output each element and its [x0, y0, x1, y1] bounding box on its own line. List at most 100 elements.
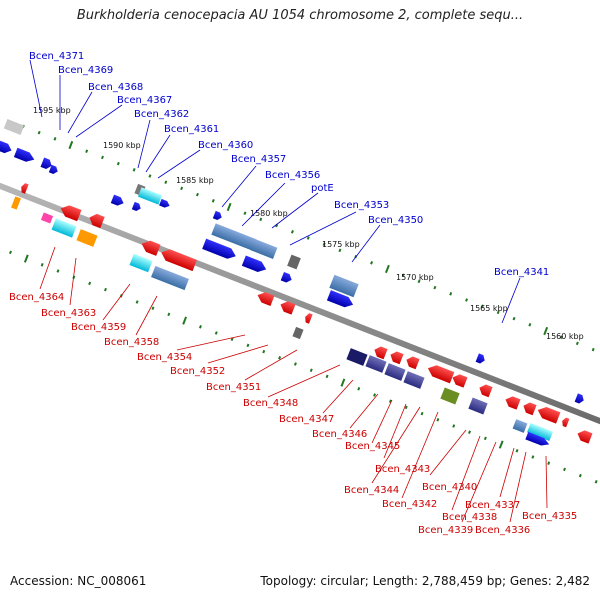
gene-feature-navy[interactable]	[346, 348, 368, 366]
gene-feature[interactable]	[19, 182, 29, 194]
gene-feature[interactable]	[574, 393, 586, 404]
label-leader-line	[137, 119, 151, 169]
gene-feature[interactable]	[404, 355, 420, 370]
gene-feature-cyan[interactable]	[527, 422, 553, 442]
label-leader-line	[545, 455, 548, 509]
gene-label-minus[interactable]: Bcen_4336	[475, 525, 530, 536]
label-leader-line	[499, 447, 515, 498]
gene-feature-orange[interactable]	[11, 196, 21, 210]
gene-feature[interactable]	[503, 394, 521, 410]
gene-feature[interactable]	[59, 203, 82, 222]
gene-feature[interactable]	[202, 238, 238, 262]
gene-feature-navy[interactable]	[468, 397, 488, 415]
gene-feature[interactable]	[159, 198, 171, 209]
gene-feature[interactable]	[40, 157, 54, 171]
gene-feature-pink[interactable]	[40, 212, 54, 224]
accession-text: Accession: NC_008061	[10, 574, 147, 588]
gene-feature-cyan[interactable]	[51, 218, 77, 238]
gene-label-minus[interactable]: Bcen_4348	[243, 398, 298, 409]
gene-label-minus[interactable]: Bcen_4346	[312, 429, 367, 440]
gene-label-minus[interactable]: Bcen_4342	[382, 499, 437, 510]
gene-feature-steel[interactable]	[211, 223, 257, 251]
gene-label-minus[interactable]: Bcen_4358	[104, 337, 159, 348]
gene-feature[interactable]	[256, 290, 275, 307]
gene-label-minus[interactable]: Bcen_4364	[9, 292, 64, 303]
gene-feature-grey[interactable]	[287, 254, 301, 270]
kbp-label: 1565 kbp	[470, 304, 508, 313]
gene-feature[interactable]	[525, 431, 550, 448]
gene-label-minus[interactable]: Bcen_4340	[422, 482, 477, 493]
gene-feature[interactable]	[450, 372, 468, 388]
gene-label-minus[interactable]: Bcen_4335	[522, 511, 577, 522]
label-leader-line	[349, 393, 379, 429]
gene-feature-steel[interactable]	[512, 419, 528, 433]
gene-feature[interactable]	[278, 299, 296, 315]
gene-label-minus[interactable]: Bcen_4351	[206, 382, 261, 393]
gene-feature-orange[interactable]	[76, 229, 98, 247]
gene-feature[interactable]	[561, 417, 570, 428]
gene-label-minus[interactable]: Bcen_4339	[418, 525, 473, 536]
gene-label-minus[interactable]: Bcen_4343	[375, 464, 430, 475]
gene-label-minus[interactable]: Bcen_4363	[41, 308, 96, 319]
gene-feature[interactable]	[280, 271, 294, 284]
gene-feature[interactable]	[212, 210, 223, 221]
gene-feature-grey[interactable]	[292, 326, 304, 340]
gene-label-plus[interactable]: Bcen_4341	[494, 267, 549, 278]
gene-feature-navy[interactable]	[384, 363, 406, 381]
gene-feature-grey[interactable]	[3, 119, 25, 135]
gene-label-minus[interactable]: Bcen_4347	[279, 414, 334, 425]
gene-feature[interactable]	[87, 212, 105, 229]
gene-feature[interactable]	[426, 363, 455, 384]
gene-feature[interactable]	[139, 238, 161, 256]
gene-label-plus[interactable]: Bcen_4368	[88, 82, 143, 93]
gene-label-minus[interactable]: Bcen_4345	[345, 441, 400, 452]
gene-feature-steel[interactable]	[250, 239, 278, 259]
gene-label-minus[interactable]: Bcen_4344	[344, 485, 399, 496]
gene-label-plus[interactable]: Bcen_4367	[117, 95, 172, 106]
gene-label-plus[interactable]: Bcen_4357	[231, 154, 286, 165]
gene-label-minus[interactable]: Bcen_4338	[442, 512, 497, 523]
gene-feature-steel[interactable]	[329, 274, 359, 298]
label-leader-line	[69, 257, 77, 306]
gene-feature[interactable]	[536, 404, 561, 424]
gene-label-plus[interactable]: Bcen_4361	[164, 124, 219, 135]
gene-feature[interactable]	[372, 345, 388, 360]
gene-feature[interactable]	[48, 164, 59, 175]
gene-label-minus[interactable]: Bcen_4337	[465, 500, 520, 511]
gene-label-plus[interactable]: Bcen_4371	[29, 51, 84, 62]
gene-label-plus[interactable]: Bcen_4350	[368, 215, 423, 226]
gene-feature-cyan[interactable]	[137, 187, 163, 205]
gene-label-plus[interactable]: potE	[311, 183, 334, 194]
label-leader-line	[207, 344, 269, 364]
gene-label-minus[interactable]: Bcen_4359	[71, 322, 126, 333]
gene-label-plus[interactable]: Bcen_4369	[58, 65, 113, 76]
gene-feature[interactable]	[477, 383, 493, 398]
gene-feature-navy[interactable]	[365, 355, 387, 373]
gene-feature[interactable]	[131, 201, 142, 212]
label-leader-line	[102, 283, 131, 321]
gene-feature[interactable]	[110, 194, 125, 208]
gene-label-plus[interactable]: Bcen_4356	[265, 170, 320, 181]
gene-label-minus[interactable]: Bcen_4352	[170, 366, 225, 377]
label-leader-line	[461, 441, 497, 523]
gene-feature-navy[interactable]	[403, 371, 425, 389]
gene-feature-cyan[interactable]	[129, 253, 153, 273]
gene-label-plus[interactable]: Bcen_4362	[134, 109, 189, 120]
gene-feature[interactable]	[575, 428, 593, 444]
gene-feature[interactable]	[521, 401, 537, 416]
gene-label-minus[interactable]: Bcen_4354	[137, 352, 192, 363]
gene-feature[interactable]	[0, 140, 13, 155]
gene-feature[interactable]	[388, 350, 404, 365]
gene-feature-olive[interactable]	[440, 387, 460, 405]
gene-feature[interactable]	[13, 147, 36, 165]
gene-feature[interactable]	[475, 353, 487, 364]
gene-feature[interactable]	[241, 255, 268, 275]
topology-summary: Topology: circular; Length: 2,788,459 bp…	[260, 574, 590, 588]
gene-feature[interactable]	[326, 290, 355, 310]
gene-label-plus[interactable]: Bcen_4360	[198, 140, 253, 151]
gene-feature[interactable]	[159, 247, 197, 272]
gene-label-plus[interactable]: Bcen_4353	[334, 200, 389, 211]
label-leader-line	[145, 134, 171, 173]
gene-feature[interactable]	[303, 312, 313, 324]
gene-feature-steel[interactable]	[151, 265, 189, 291]
